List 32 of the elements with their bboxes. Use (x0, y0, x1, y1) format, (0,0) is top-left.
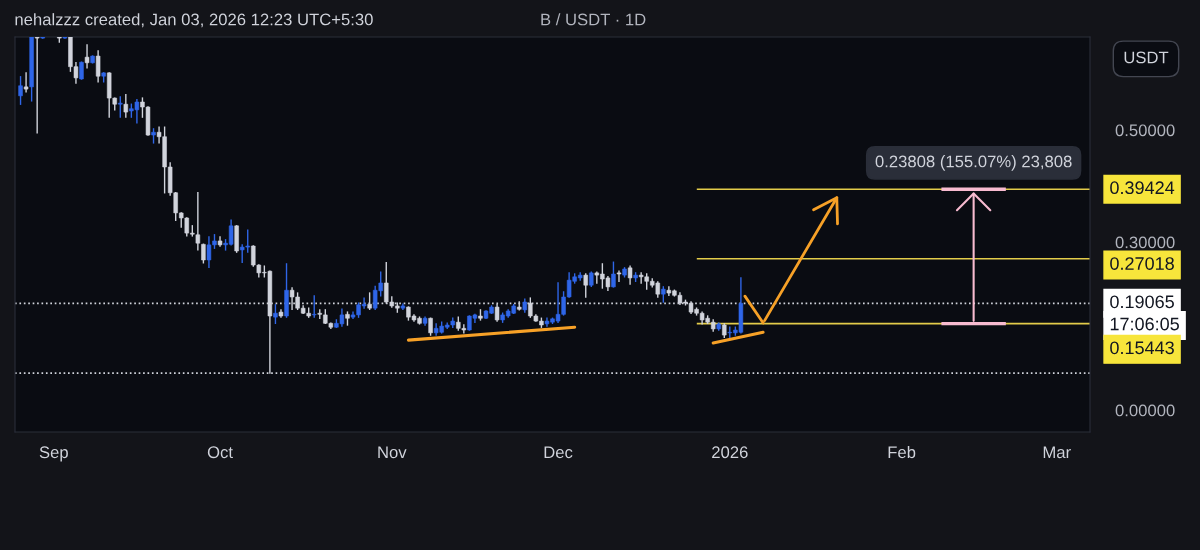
text: 17:06:05 (1110, 317, 1179, 331)
x-tick-label: Feb (888, 445, 916, 459)
candlestick (201, 243, 206, 264)
y-tick-label: 0.00000 (1115, 404, 1175, 417)
candlestick (95, 50, 101, 83)
text: USDT (1124, 51, 1169, 64)
candlestick (18, 76, 23, 105)
candlestick (84, 44, 90, 69)
x-tick-label: 2026 (712, 446, 748, 459)
chart-title: B / USDT · 1D (541, 13, 646, 26)
candlestick (583, 273, 588, 298)
x-tick-label: Mar (1043, 446, 1071, 459)
ref-line-label: 0.39424 (1110, 181, 1175, 195)
annotation: 0.23808 (155.07%) 23,808 (875, 155, 1072, 171)
x-tick-label: Dec (544, 446, 573, 459)
y-tick-label: 0.50000 (1115, 124, 1175, 137)
candlestick (273, 304, 278, 324)
candlestick (34, 37, 40, 134)
x-tick-label: Nov (378, 446, 407, 459)
y-tick-label: 0.30000 (1115, 236, 1175, 249)
x-tick-label: Sep (39, 446, 68, 462)
text: nehalzzz created, Jan 03, 2026 12:23 UTC+5:30 (15, 13, 373, 28)
candlestick (118, 96, 123, 118)
ref-line-label: 0.27018 (1110, 257, 1174, 270)
candlestick (616, 270, 622, 282)
ref-line-label: 0.19065 (1110, 295, 1174, 309)
candlestick (312, 295, 317, 318)
x-tick-label: Oct (207, 446, 233, 459)
candlestick (123, 94, 129, 118)
candlestick (23, 72, 29, 93)
ref-line-label: 0.15443 (1110, 341, 1174, 355)
candlestick (611, 261, 616, 288)
